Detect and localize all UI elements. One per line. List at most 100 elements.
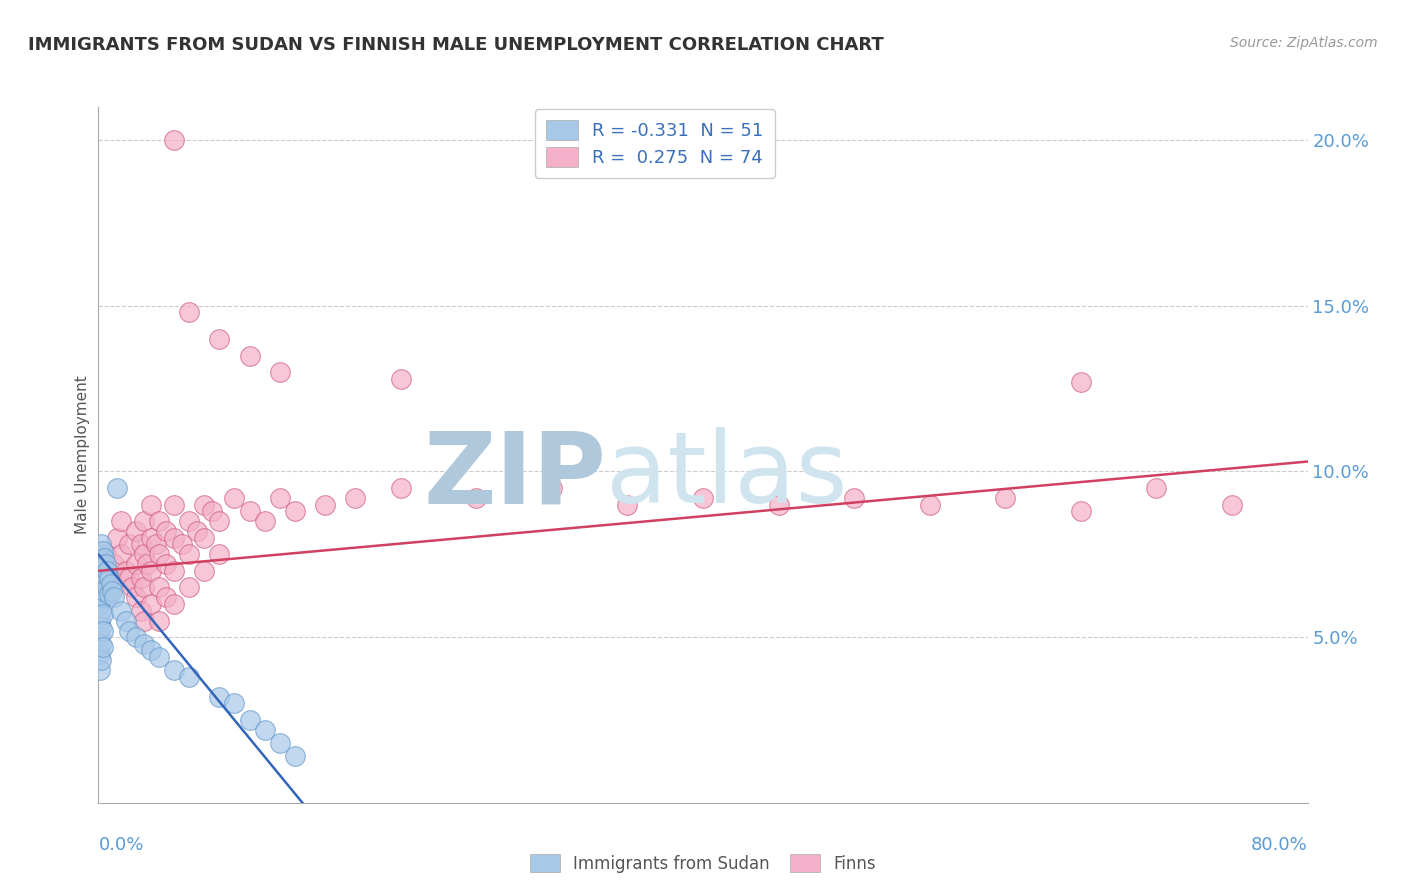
Point [132, 614, 155, 628]
Point [135, 558, 157, 572]
Legend: R = -0.331  N = 51, R =  0.275  N = 74: R = -0.331 N = 51, R = 0.275 N = 74 [534, 109, 775, 178]
Point [994, 491, 1017, 505]
Point [89, 630, 111, 644]
Point [125, 630, 148, 644]
Point [148, 650, 170, 665]
Point [110, 514, 132, 528]
Point [155, 591, 177, 605]
Point [90, 570, 112, 584]
Point [239, 504, 262, 518]
Text: 0.0%: 0.0% [98, 836, 143, 854]
Point [98, 587, 121, 601]
Point [101, 583, 124, 598]
Point [148, 514, 170, 528]
Point [93, 567, 115, 582]
Point [1220, 498, 1243, 512]
Point [129, 537, 152, 551]
Point [208, 514, 231, 528]
Point [110, 547, 132, 561]
Point [90, 537, 112, 551]
Point [91, 558, 114, 572]
Point [163, 663, 186, 677]
Point [132, 581, 155, 595]
Point [284, 504, 307, 518]
Point [145, 537, 167, 551]
Point [201, 504, 224, 518]
Point [100, 577, 122, 591]
Point [193, 564, 215, 578]
Point [91, 591, 114, 605]
Point [163, 531, 186, 545]
Point [193, 531, 215, 545]
Point [918, 498, 941, 512]
Point [110, 604, 132, 618]
Point [155, 558, 177, 572]
Point [90, 637, 112, 651]
Legend: Immigrants from Sudan, Finns: Immigrants from Sudan, Finns [523, 847, 883, 880]
Point [89, 647, 111, 661]
Point [253, 723, 276, 737]
Point [132, 637, 155, 651]
Point [90, 604, 112, 618]
Point [193, 498, 215, 512]
Point [91, 640, 114, 654]
Text: Source: ZipAtlas.com: Source: ZipAtlas.com [1230, 36, 1378, 50]
Point [125, 558, 148, 572]
Point [89, 547, 111, 561]
Point [141, 531, 163, 545]
Point [90, 620, 112, 634]
Text: IMMIGRANTS FROM SUDAN VS FINNISH MALE UNEMPLOYMENT CORRELATION CHART: IMMIGRANTS FROM SUDAN VS FINNISH MALE UN… [28, 36, 884, 54]
Point [179, 581, 201, 595]
Point [540, 481, 562, 495]
Point [239, 713, 262, 727]
Point [96, 564, 118, 578]
Point [179, 305, 201, 319]
Point [170, 537, 193, 551]
Point [125, 524, 148, 538]
Point [224, 491, 246, 505]
Point [344, 491, 367, 505]
Point [208, 332, 231, 346]
Point [768, 498, 790, 512]
Point [114, 614, 136, 628]
Point [465, 491, 488, 505]
Point [253, 514, 276, 528]
Point [389, 372, 412, 386]
Point [90, 653, 112, 667]
Point [93, 583, 115, 598]
Point [96, 581, 118, 595]
Point [98, 570, 121, 584]
Point [94, 574, 117, 588]
Point [616, 498, 638, 512]
Point [121, 581, 143, 595]
Point [208, 547, 231, 561]
Point [844, 491, 866, 505]
Point [208, 690, 231, 704]
Point [91, 607, 114, 621]
Point [93, 550, 115, 565]
Point [90, 554, 112, 568]
Point [89, 564, 111, 578]
Point [269, 365, 291, 379]
Text: 80.0%: 80.0% [1251, 836, 1308, 854]
Point [1144, 481, 1167, 495]
Point [186, 524, 208, 538]
Point [141, 643, 163, 657]
Point [114, 564, 136, 578]
Point [118, 624, 141, 638]
Point [163, 133, 186, 147]
Point [284, 749, 307, 764]
Point [163, 564, 186, 578]
Text: ZIP: ZIP [423, 427, 606, 524]
Point [91, 574, 114, 588]
Point [89, 581, 111, 595]
Point [94, 547, 117, 561]
Point [314, 498, 336, 512]
Point [269, 491, 291, 505]
Point [103, 558, 125, 572]
Point [132, 547, 155, 561]
Point [179, 670, 201, 684]
Point [163, 597, 186, 611]
Point [118, 537, 141, 551]
Point [129, 570, 152, 584]
